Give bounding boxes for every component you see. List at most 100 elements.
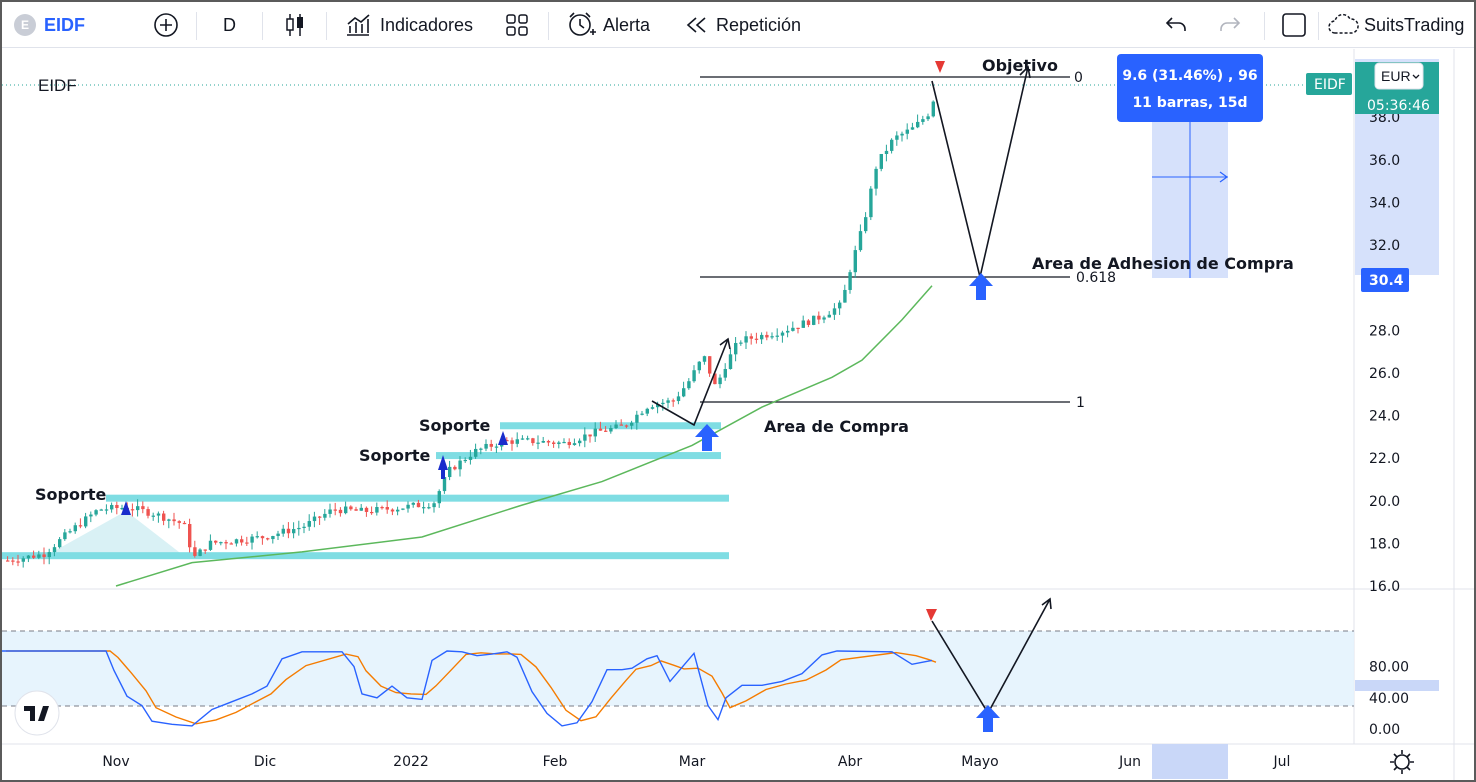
candle-body <box>853 250 857 273</box>
candle-body <box>578 440 582 444</box>
grid-icon <box>506 14 528 36</box>
candle-body <box>203 549 207 551</box>
label-adhesion[interactable]: Area de Adhesion de Compra <box>1032 254 1294 273</box>
candle-body <box>370 511 374 514</box>
projection-path[interactable] <box>931 66 1029 278</box>
candle-body <box>255 536 259 538</box>
tradingview-logo[interactable] <box>14 690 60 736</box>
alert-button[interactable]: Alerta <box>566 2 650 48</box>
measure-bars: 11 barras, 15d <box>1132 95 1247 111</box>
legend-symbol[interactable]: EIDF <box>38 76 77 95</box>
buy-signal-icon <box>121 501 131 515</box>
candle-body <box>760 334 764 340</box>
support-triangle-area[interactable] <box>40 511 188 559</box>
candle-body <box>307 521 311 527</box>
time-axis[interactable]: Nov Dic 2022 Feb Mar Abr Mayo Jun Jul <box>102 754 1290 770</box>
buy-arrow-icon <box>695 424 719 451</box>
templates-button[interactable] <box>504 2 530 48</box>
candle-body <box>734 342 738 355</box>
candle-body <box>177 521 181 523</box>
interval-button[interactable]: D <box>223 2 236 48</box>
candle-body <box>817 315 821 320</box>
candle-body <box>520 438 525 440</box>
support-zone-band[interactable] <box>2 552 729 560</box>
candle-body <box>89 514 93 517</box>
buy-arrow-icon <box>969 273 993 300</box>
candle-body <box>671 400 675 402</box>
candle-body <box>884 150 889 154</box>
label-soporte[interactable]: Soporte <box>359 446 431 465</box>
chart-area[interactable]: EIDF 0 0.618 1 Objetivo Area de Adhesion… <box>2 49 1474 780</box>
gear-icon <box>1394 754 1410 770</box>
candle-body <box>162 513 166 521</box>
candle-body <box>812 315 816 325</box>
candle-body <box>604 430 608 432</box>
candle-body <box>916 121 920 128</box>
currency-selector[interactable] <box>1374 62 1424 90</box>
symbol-search[interactable]: E EIDF <box>14 2 85 48</box>
candle-body <box>682 388 686 397</box>
candle-body <box>390 509 395 512</box>
candle-body <box>536 442 540 444</box>
toolbar-divider <box>1318 12 1319 40</box>
label-objetivo[interactable]: Objetivo <box>982 56 1058 75</box>
candle-body <box>172 519 176 522</box>
candle-body <box>505 440 509 442</box>
impulse-path[interactable] <box>651 338 729 427</box>
candle-body <box>78 525 83 527</box>
candle-body <box>281 528 285 534</box>
label-soporte[interactable]: Soporte <box>35 485 107 504</box>
label-area-compra[interactable]: Area de Compra <box>764 417 909 436</box>
candle-body <box>442 477 447 492</box>
candle-body <box>42 554 46 558</box>
price-axis-label: 36.0 <box>1369 153 1400 169</box>
undo-button[interactable] <box>1164 2 1190 48</box>
candlestick-series[interactable] <box>6 100 935 568</box>
candle-body <box>297 527 301 530</box>
candle-body <box>718 377 722 385</box>
candle-body <box>650 407 655 409</box>
top-toolbar: E EIDF D Indicadores Alerta Repetición S… <box>2 2 1474 48</box>
redo-icon <box>1220 17 1241 31</box>
indicators-button[interactable]: Indicadores <box>344 2 473 48</box>
redo-button[interactable] <box>1216 2 1242 48</box>
stoch-k-line[interactable] <box>2 650 933 727</box>
candle-body <box>858 231 863 251</box>
support-zone-band[interactable] <box>106 494 729 502</box>
chart-style-button[interactable] <box>282 2 308 48</box>
countdown: 05:36:46 <box>1367 98 1430 114</box>
candle-body <box>120 507 124 510</box>
fullscreen-button[interactable] <box>1280 2 1308 48</box>
fib-label-618: 0.618 <box>1076 270 1116 286</box>
support-zone-band[interactable] <box>436 452 721 460</box>
candle-body <box>890 139 894 151</box>
time-axis-label: Nov <box>102 754 129 770</box>
candle-body <box>250 536 254 543</box>
candle-body <box>84 516 88 527</box>
oscillator-axis[interactable]: 80.00 40.00 0.00 <box>1369 660 1409 738</box>
measure-tooltip[interactable] <box>1117 54 1263 122</box>
candle-body <box>276 533 280 537</box>
moving-average-line[interactable] <box>115 285 933 587</box>
stoch-d-line[interactable] <box>6 650 937 725</box>
candle-body <box>728 354 733 370</box>
candle-body <box>780 332 785 336</box>
candle-body <box>448 466 452 478</box>
candle-body <box>432 503 436 508</box>
candle-body <box>26 555 31 559</box>
gear-icon <box>1390 750 1414 774</box>
last-price-value: 30.4 <box>1369 273 1404 289</box>
price-axis[interactable]: 36.0 34.0 32.0 28.0 26.0 24.0 22.0 20.0 18.0 16.0 <box>1369 153 1400 595</box>
time-axis-label: Abr <box>838 754 862 770</box>
candle-body <box>156 513 161 516</box>
replay-button[interactable]: Repetición <box>684 2 801 48</box>
candle-body <box>328 509 332 514</box>
candle-body <box>21 558 25 562</box>
save-layout-button[interactable]: SuitsTrading <box>1326 2 1464 48</box>
settings-button[interactable] <box>1390 750 1414 774</box>
candle-body <box>130 509 135 511</box>
label-soporte[interactable]: Soporte <box>419 416 491 435</box>
price-axis-label: 18.0 <box>1369 536 1400 552</box>
add-symbol-button[interactable] <box>152 2 180 48</box>
candle-body <box>838 302 842 309</box>
